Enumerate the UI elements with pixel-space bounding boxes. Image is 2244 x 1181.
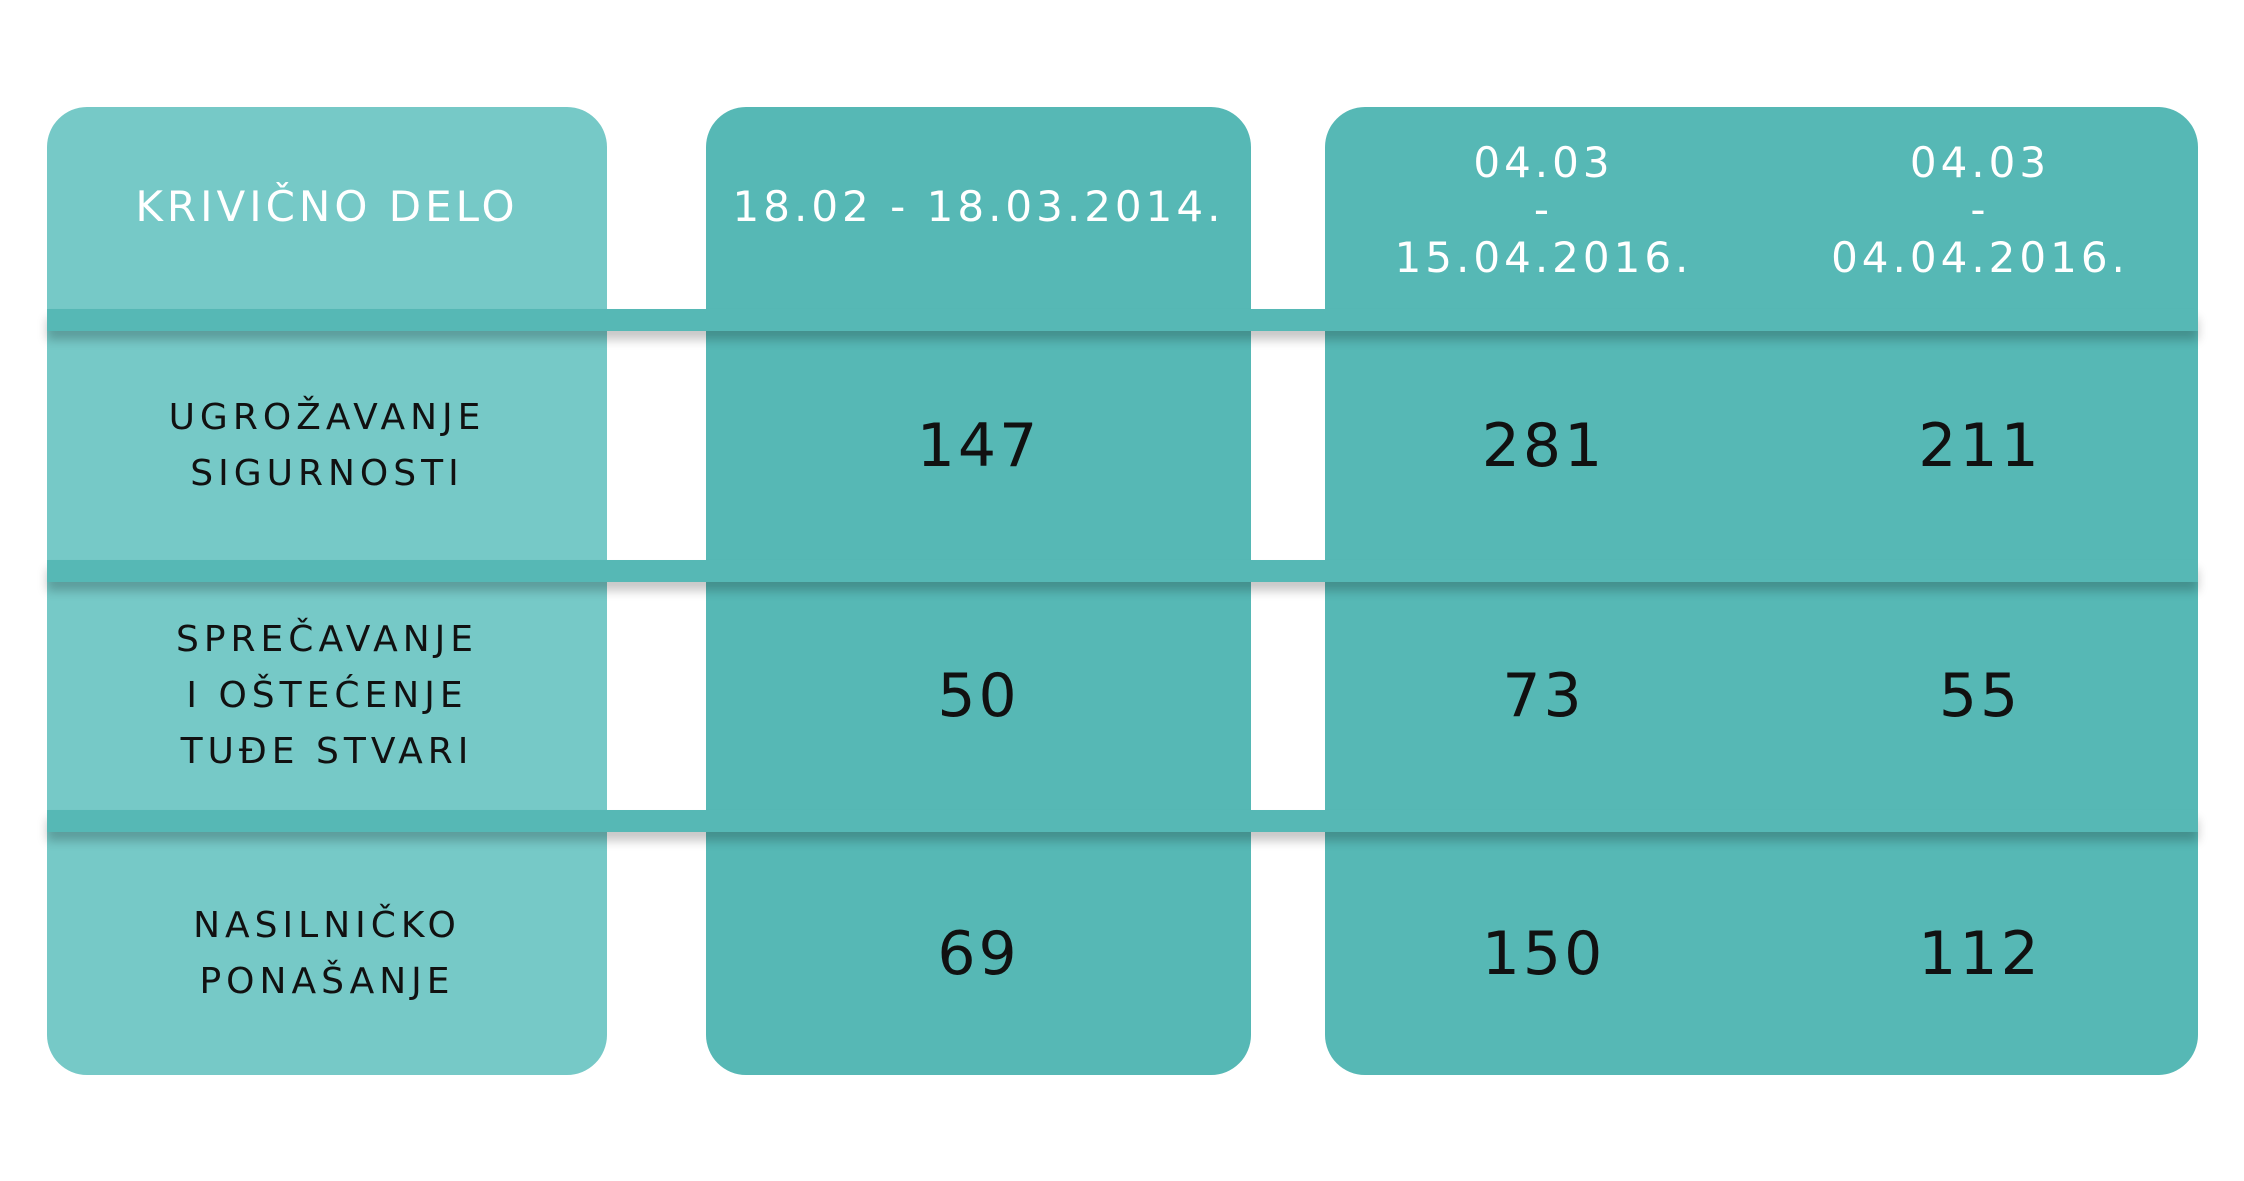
table-cell: 55 xyxy=(1938,661,2022,731)
table-cell: 69 xyxy=(937,918,1020,989)
row-label-3: NASILNIČKO PONAŠANJE xyxy=(193,904,461,1002)
label-column-panel xyxy=(47,107,607,1075)
table-cell: 50 xyxy=(937,661,1020,731)
header-period-1: 18.02 - 18.03.2014. xyxy=(732,181,1225,231)
table-cell: 211 xyxy=(1918,410,2042,481)
table-cell: 150 xyxy=(1481,918,1606,989)
header-period-3: 04.03 - 04.04.2016. xyxy=(1831,138,2129,282)
table-cell: 112 xyxy=(1918,918,2042,989)
row-separator-2 xyxy=(47,810,2198,832)
row-separator-1 xyxy=(47,560,2198,582)
period-2-3-column-panel xyxy=(1325,107,2198,1075)
table-cell: 147 xyxy=(916,410,1041,481)
table-cell: 281 xyxy=(1481,410,1606,481)
period-1-column-panel xyxy=(706,107,1251,1075)
table-cell: 73 xyxy=(1502,661,1585,731)
row-label-2: SPREČAVANJE I OŠTEĆENJE TUĐE STVARI xyxy=(175,619,479,772)
header-period-2: 04.03 - 15.04.2016. xyxy=(1394,138,1693,282)
header-crime-type: KRIVIČNO DELO xyxy=(135,181,519,231)
header-separator xyxy=(47,309,2198,331)
row-label-1: UGROŽAVANJE SIGURNOSTI xyxy=(168,396,486,494)
